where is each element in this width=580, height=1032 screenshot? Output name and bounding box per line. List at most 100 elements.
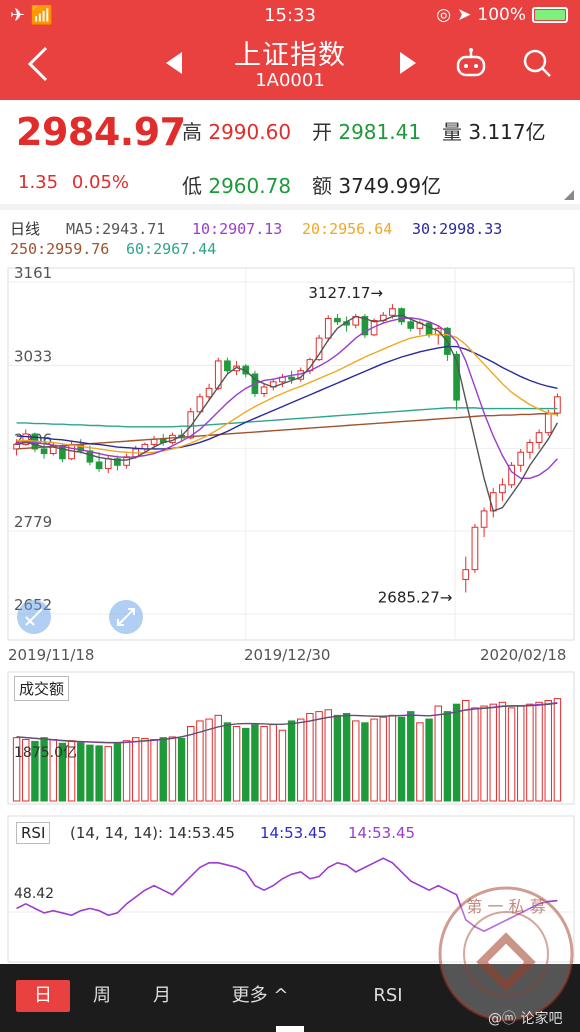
watermark-text: 第 一 私 募: [466, 897, 545, 916]
volume-bar: [489, 703, 497, 802]
candle-up: [22, 433, 30, 445]
volume-bar: [77, 741, 85, 802]
ma20-label: 20:2956.64: [302, 220, 393, 238]
candle-up: [480, 510, 488, 528]
candle-up: [554, 396, 561, 414]
volume-bar: [498, 701, 507, 802]
volume-bar: [352, 720, 360, 802]
status-time: 15:33: [264, 5, 316, 26]
candle-down: [224, 360, 231, 372]
volume-bar: [416, 722, 424, 802]
tab-more[interactable]: 更多 ^: [231, 985, 289, 1006]
y-tick-label: 3161: [14, 264, 52, 282]
candle-up: [389, 308, 396, 316]
rsi-chart[interactable]: [0, 814, 580, 964]
volume-reference-value: 1875.0亿: [14, 745, 77, 761]
candle-up: [462, 569, 470, 580]
candle-down: [288, 376, 295, 380]
volume-bar: [196, 720, 204, 802]
volume-bar: [205, 718, 213, 802]
candlestick-chart[interactable]: 316130332906277926523127.17→2685.27→: [0, 262, 580, 642]
candle-up: [499, 484, 506, 494]
wifi-icon: 📶: [30, 5, 54, 26]
search-icon[interactable]: [520, 46, 554, 80]
volume-indicator-label[interactable]: 成交额: [14, 676, 70, 701]
battery-percent: 100%: [477, 5, 526, 25]
candle-down: [453, 353, 460, 401]
volume-bar: [86, 744, 94, 802]
quote-panel: 2984.97 1.35 0.05% 高 2990.60 开 2981.41 量…: [0, 100, 580, 200]
ma60-label: 60:2967.44: [126, 240, 217, 258]
robot-icon[interactable]: [454, 46, 488, 80]
price-change: 1.35 0.05%: [18, 172, 129, 193]
last-price: 2984.97: [16, 110, 186, 154]
rsi-frame: [7, 815, 575, 963]
volume-bar: [159, 737, 167, 802]
tab-day[interactable]: 日: [16, 980, 70, 1012]
candle-down: [425, 322, 433, 336]
volume-bar: [122, 740, 131, 802]
tab-month[interactable]: 月: [153, 985, 171, 1006]
candle-up: [508, 464, 515, 486]
low-field: 低 2960.78: [182, 170, 291, 199]
change-value: 1.35: [18, 172, 59, 193]
volume-bar: [104, 746, 112, 802]
volume-frame: [7, 671, 575, 805]
airplane-icon: ✈: [10, 5, 26, 26]
amount-field: 额 3749.99亿: [312, 170, 441, 199]
min-annotation: 2685.27→: [378, 588, 453, 606]
high-label: 高: [182, 120, 202, 144]
header-bar: ✈ 📶 15:33 ◎ ➤ 100% 上证指数 1A0001: [0, 0, 580, 100]
chart-frame: [7, 267, 575, 641]
volume-bar: [342, 712, 351, 802]
status-bar: ✈ 📶 15:33 ◎ ➤ 100%: [0, 0, 580, 30]
zoom-out-icon[interactable]: [17, 600, 51, 634]
ma10-label: 10:2907.13: [192, 220, 283, 238]
period-label: 日线: [10, 220, 41, 238]
candle-down: [40, 448, 48, 455]
expand-corner-icon[interactable]: [564, 190, 574, 200]
candle-down: [59, 445, 66, 460]
rsi-line: [16, 857, 558, 933]
tab-rsi[interactable]: RSI: [373, 985, 403, 1006]
ma30-label: 30:2998.33: [412, 220, 503, 238]
index-code: 1A0001: [255, 70, 325, 91]
candle-up: [260, 386, 268, 395]
volume-bar: [260, 726, 268, 802]
volume-label: 量: [442, 120, 462, 144]
volume-bar: [232, 726, 241, 802]
rsi-indicator-label[interactable]: RSI: [16, 822, 51, 844]
low-value: 2960.78: [208, 174, 292, 198]
volume-bar: [397, 716, 406, 802]
low-label: 低: [182, 174, 202, 198]
amount-value: 3749.99亿: [338, 174, 442, 198]
high-field: 高 2990.60: [182, 116, 291, 145]
rsi-level-label: 48.42: [14, 886, 55, 902]
candle-down: [95, 461, 103, 470]
triangle-left-icon[interactable]: [162, 48, 186, 78]
zoom-in-icon[interactable]: [109, 600, 143, 634]
watermark-site: @ⓜ 论家吧: [488, 1011, 563, 1027]
volume-bar: [324, 709, 332, 802]
tab-week[interactable]: 周: [93, 985, 111, 1006]
lock-rotation-icon: ◎: [436, 5, 452, 25]
volume-bar: [471, 707, 479, 802]
volume-bar: [31, 740, 39, 802]
volume-value: 3.117亿: [468, 120, 546, 144]
candle-up: [187, 411, 195, 439]
triangle-right-icon[interactable]: [396, 48, 420, 78]
volume-chart[interactable]: [0, 670, 580, 806]
volume-bar: [526, 703, 534, 802]
date-end: 2020/02/18: [480, 646, 567, 664]
volume-bar: [58, 742, 67, 802]
chevron-left-icon[interactable]: [24, 44, 52, 84]
candle-up: [535, 432, 543, 443]
ma20-line: [16, 333, 558, 454]
volume-bar: [544, 699, 552, 802]
volume-bar: [388, 714, 397, 802]
volume-bar: [407, 711, 415, 802]
ma10-line: [16, 317, 558, 480]
volume-bar: [242, 727, 250, 802]
candle-up: [544, 412, 552, 434]
candle-up: [104, 458, 112, 470]
